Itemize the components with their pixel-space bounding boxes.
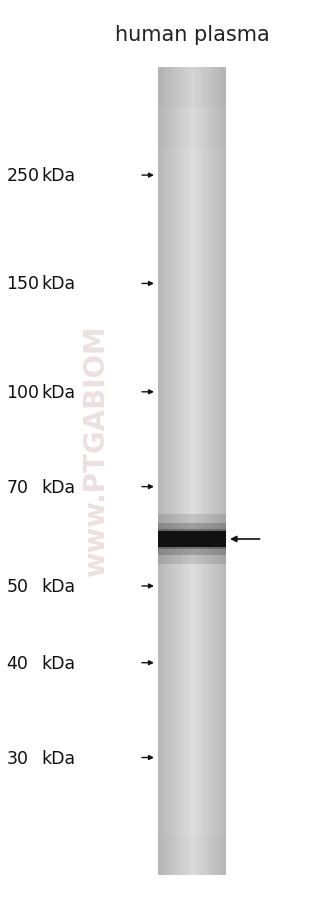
Bar	[158, 523, 226, 555]
Bar	[217, 68, 218, 875]
Text: 250: 250	[6, 167, 39, 185]
Bar	[195, 68, 197, 875]
Bar	[164, 68, 165, 875]
Bar	[201, 68, 202, 875]
Bar	[185, 68, 187, 875]
Bar	[209, 68, 210, 875]
Bar	[158, 531, 226, 548]
Bar	[160, 68, 161, 875]
Bar	[176, 68, 178, 875]
Bar	[218, 68, 219, 875]
Bar	[188, 68, 189, 875]
Bar	[158, 68, 160, 875]
Bar	[210, 68, 211, 875]
Bar	[165, 68, 167, 875]
Bar	[207, 68, 208, 875]
Bar	[158, 529, 226, 549]
Text: 30: 30	[6, 749, 28, 767]
Bar	[211, 68, 212, 875]
Bar	[170, 68, 171, 875]
Bar	[189, 68, 190, 875]
Bar	[184, 68, 186, 875]
Bar	[212, 68, 214, 875]
Text: 100: 100	[6, 383, 39, 401]
Bar	[175, 68, 177, 875]
Bar	[171, 68, 172, 875]
Bar	[219, 68, 220, 875]
Text: kDa: kDa	[42, 167, 76, 185]
Bar	[208, 68, 209, 875]
Text: 70: 70	[6, 478, 28, 496]
Bar	[196, 68, 198, 875]
Bar	[197, 68, 199, 875]
Text: www.PTGABIOM: www.PTGABIOM	[82, 326, 110, 576]
Bar	[158, 108, 226, 148]
Bar	[173, 68, 174, 875]
Bar	[203, 68, 205, 875]
Bar	[194, 68, 196, 875]
Bar	[200, 68, 201, 875]
Text: kDa: kDa	[42, 577, 76, 595]
Bar	[199, 68, 200, 875]
Bar	[162, 68, 163, 875]
Bar	[174, 68, 175, 875]
Bar	[213, 68, 215, 875]
Bar	[222, 68, 224, 875]
Text: 40: 40	[6, 654, 28, 672]
Bar	[179, 68, 180, 875]
Bar	[220, 68, 221, 875]
Text: kDa: kDa	[42, 275, 76, 293]
Bar	[158, 834, 226, 875]
Bar	[182, 68, 183, 875]
Text: kDa: kDa	[42, 654, 76, 672]
Bar	[205, 68, 207, 875]
Bar	[193, 68, 195, 875]
Bar	[223, 68, 225, 875]
Bar	[190, 68, 191, 875]
Bar	[163, 68, 164, 875]
Text: 150: 150	[6, 275, 39, 293]
Text: 50: 50	[6, 577, 28, 595]
Bar	[180, 68, 181, 875]
Bar	[225, 68, 226, 875]
Text: kDa: kDa	[42, 383, 76, 401]
Text: kDa: kDa	[42, 749, 76, 767]
Bar	[158, 68, 226, 108]
Bar	[186, 68, 188, 875]
Bar	[161, 68, 162, 875]
Bar	[172, 68, 173, 875]
Bar	[177, 68, 179, 875]
Bar	[183, 68, 184, 875]
Bar	[214, 68, 216, 875]
Bar	[181, 68, 182, 875]
Bar	[167, 68, 169, 875]
Bar	[221, 68, 222, 875]
Bar	[191, 68, 192, 875]
Bar	[192, 68, 193, 875]
Bar	[166, 68, 168, 875]
Bar	[204, 68, 206, 875]
Text: human plasma: human plasma	[115, 25, 269, 45]
Bar	[168, 68, 170, 875]
Bar	[216, 68, 217, 875]
Bar	[202, 68, 204, 875]
Bar	[158, 514, 226, 565]
Text: kDa: kDa	[42, 478, 76, 496]
